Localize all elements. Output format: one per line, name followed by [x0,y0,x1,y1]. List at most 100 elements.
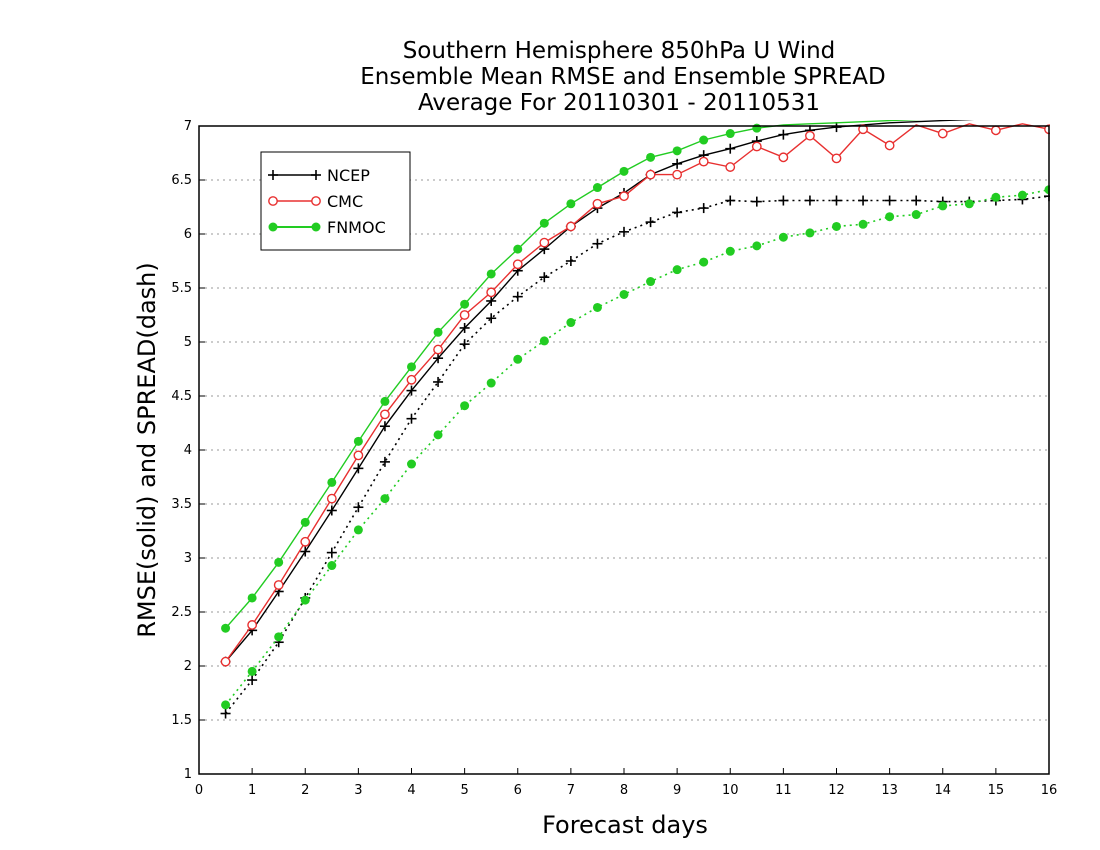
x-tick-label: 0 [195,783,203,798]
y-tick-label: 6 [184,227,192,242]
data-point-cmc-rmse [725,162,736,172]
data-point-fnmoc-rmse [539,218,549,228]
legend-marker [311,196,321,206]
data-point-fnmoc-spread [460,401,470,411]
series-line-cmc-rmse [225,123,1050,663]
x-tick-label: 5 [460,783,468,798]
data-point-cmc-rmse [937,128,948,139]
data-point-ncep-spread [433,376,444,387]
data-point-fnmoc-spread [991,192,1001,202]
x-tick-label: 8 [620,783,628,798]
data-point-fnmoc-rmse [407,362,416,372]
y-tick-label: 4.5 [171,389,192,404]
data-point-fnmoc-spread [858,219,868,229]
data-point-ncep-spread [220,708,231,719]
data-point-fnmoc-spread [778,232,788,242]
grid [199,179,1049,721]
data-point-fnmoc-rmse [327,477,337,487]
y-axis: 1 1.5 2 2.5 3 3.5 4 4.5 5 5.5 6 6.5 7 [171,119,205,782]
y-tick-label: 2 [184,659,192,674]
data-point-cmc-rmse [512,259,523,270]
data-point-fnmoc-spread [353,525,363,535]
series-ncep-spread [220,191,1050,719]
data-point-cmc-rmse [990,125,1001,136]
data-point-fnmoc-rmse [460,299,470,309]
data-point-cmc-rmse [831,153,842,164]
data-point-ncep-spread [406,413,417,424]
data-point-ncep-spread [592,238,603,249]
data-point-cmc-rmse [380,409,390,420]
data-point-fnmoc-spread [407,459,416,469]
data-point-fnmoc-spread [300,595,310,605]
data-point-fnmoc-spread [221,700,231,710]
data-point-cmc-rmse [406,374,417,385]
legend-marker [268,170,278,180]
data-point-cmc-rmse [645,169,656,180]
data-point-fnmoc-rmse [566,199,576,209]
data-point-ncep-spread [831,195,842,206]
y-tick-label: 3 [184,551,192,566]
data-point-fnmoc-rmse [433,327,443,337]
legend-marker [268,196,278,206]
data-point-fnmoc-spread [938,201,948,211]
x-tick-label: 6 [514,783,522,798]
data-point-ncep-spread [539,272,550,283]
data-point-ncep-spread [804,195,815,206]
data-point-cmc-rmse [353,450,364,461]
data-point-cmc-rmse [565,221,576,232]
x-tick-label: 1 [248,783,256,798]
x-axis-label: Forecast days [542,811,708,839]
data-point-ncep-spread [565,256,576,266]
data-point-fnmoc-spread [566,318,576,328]
data-point-cmc-rmse [486,287,497,298]
legend-marker [268,222,278,232]
data-point-ncep-spread [645,217,656,228]
data-point-ncep-spread [725,195,736,206]
data-point-ncep-rmse [353,463,364,474]
data-point-fnmoc-spread [247,666,257,676]
series-cmc-rmse [220,123,1050,667]
data-point-ncep-spread [858,195,869,206]
data-point-fnmoc-spread [646,277,656,287]
data-point-ncep-rmse [379,421,390,432]
x-tick-label: 14 [934,783,951,798]
series-fnmoc-rmse [221,120,922,633]
data-point-cmc-rmse [619,191,629,202]
legend-label: CMC [327,192,363,211]
data-point-cmc-rmse [300,536,311,547]
x-tick-label: 9 [673,783,681,798]
data-point-ncep-rmse [672,158,683,169]
legend-label: NCEP [327,166,370,185]
data-point-fnmoc-spread [327,561,337,571]
y-tick-label: 4 [184,443,192,458]
legend-marker [311,222,321,232]
chart-title-line-1: Southern Hemisphere 850hPa U Wind [403,38,836,64]
chart-title-line-3: Average For 20110301 - 20110531 [418,90,820,116]
data-point-cmc-rmse [220,656,231,667]
data-point-fnmoc-spread [433,430,443,440]
data-point-ncep-spread [379,456,390,467]
y-tick-label: 2.5 [171,605,192,620]
x-tick-label: 13 [881,783,898,798]
data-point-fnmoc-rmse [592,183,602,193]
data-point-fnmoc-rmse [672,146,682,156]
data-point-cmc-rmse [326,493,337,504]
legend: NCEP CMC FNMOC [260,151,411,251]
data-point-cmc-rmse [459,310,470,320]
legend-item-fnmoc: FNMOC [268,218,386,237]
data-point-cmc-rmse [778,152,789,163]
data-point-ncep-spread [619,226,629,237]
data-point-fnmoc-spread [486,378,496,388]
data-point-fnmoc-spread [513,354,523,364]
series-line-fnmoc-rmse [225,120,922,629]
data-point-fnmoc-spread [725,246,735,256]
x-tick-label: 15 [988,783,1005,798]
data-point-ncep-spread [672,207,683,218]
data-point-fnmoc-spread [699,257,709,267]
data-point-fnmoc-rmse [221,623,231,633]
data-point-ncep-rmse [433,353,444,364]
series-line-ncep-rmse [225,120,975,663]
data-point-cmc-rmse [698,156,709,167]
data-point-ncep-spread [884,195,895,206]
